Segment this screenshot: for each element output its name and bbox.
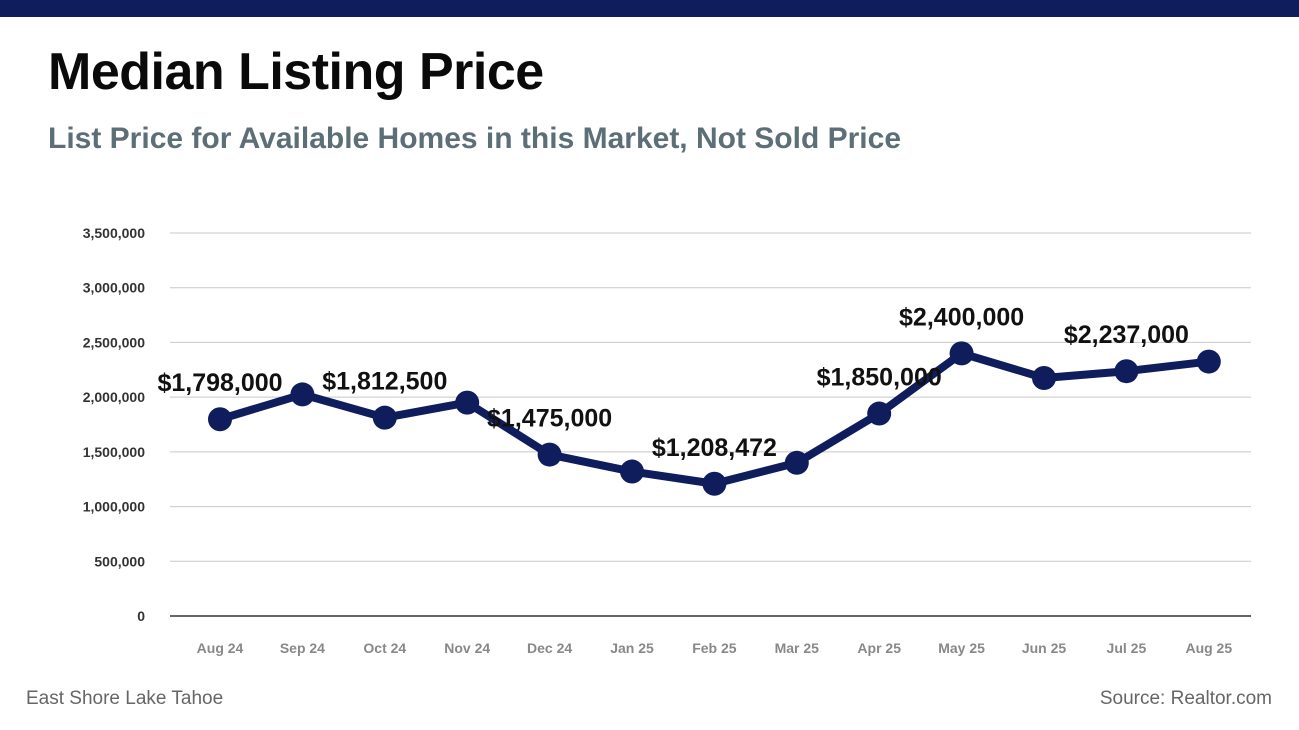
top-accent-bar xyxy=(0,0,1299,17)
data-label: $1,208,472 xyxy=(652,434,777,462)
x-tick-label: Aug 25 xyxy=(1185,640,1232,656)
data-point xyxy=(949,341,974,366)
x-tick-label: Aug 24 xyxy=(197,640,244,656)
y-tick-label: 2,500,000 xyxy=(83,334,145,350)
y-tick-label: 500,000 xyxy=(94,553,145,569)
x-tick-label: Jun 25 xyxy=(1022,640,1067,656)
x-tick-label: May 25 xyxy=(938,640,985,656)
data-point xyxy=(702,471,727,496)
data-label: $1,475,000 xyxy=(487,405,612,433)
x-tick-label: Feb 25 xyxy=(692,640,737,656)
x-tick-label: Dec 24 xyxy=(527,640,572,656)
data-point xyxy=(620,459,644,484)
data-point xyxy=(290,382,315,407)
y-tick-label: 3,500,000 xyxy=(83,225,145,241)
data-point xyxy=(867,401,892,426)
x-tick-label: Apr 25 xyxy=(857,640,901,656)
data-label: $1,798,000 xyxy=(157,369,282,397)
market-name: East Shore Lake Tahoe xyxy=(26,688,224,709)
page-subtitle: List Price for Available Homes in this M… xyxy=(48,122,902,155)
data-point xyxy=(372,405,397,430)
data-point xyxy=(208,407,232,432)
data-label: $2,400,000 xyxy=(899,303,1024,331)
data-label: $2,237,000 xyxy=(1064,321,1189,349)
data-point xyxy=(537,442,562,467)
x-tick-label: Mar 25 xyxy=(775,640,820,656)
data-label: $1,812,500 xyxy=(322,368,447,396)
y-tick-label: 0 xyxy=(137,608,145,624)
y-tick-label: 3,000,000 xyxy=(83,280,145,296)
y-tick-label: 1,500,000 xyxy=(83,444,145,460)
x-tick-label: Oct 24 xyxy=(363,640,406,656)
page-title: Median Listing Price xyxy=(48,43,544,101)
data-point xyxy=(1196,349,1221,374)
data-point xyxy=(1114,359,1139,384)
data-point xyxy=(455,390,480,415)
x-tick-label: Jul 25 xyxy=(1107,640,1147,656)
data-label: $1,850,000 xyxy=(817,364,942,392)
data-point xyxy=(784,450,809,475)
y-tick-label: 1,000,000 xyxy=(83,499,145,515)
y-tick-label: 2,000,000 xyxy=(83,389,145,405)
data-point xyxy=(1032,365,1056,390)
x-tick-label: Jan 25 xyxy=(610,640,654,656)
x-tick-label: Nov 24 xyxy=(444,640,490,656)
x-tick-label: Sep 24 xyxy=(280,640,325,656)
source-credit: Source: Realtor.com xyxy=(1099,688,1272,709)
